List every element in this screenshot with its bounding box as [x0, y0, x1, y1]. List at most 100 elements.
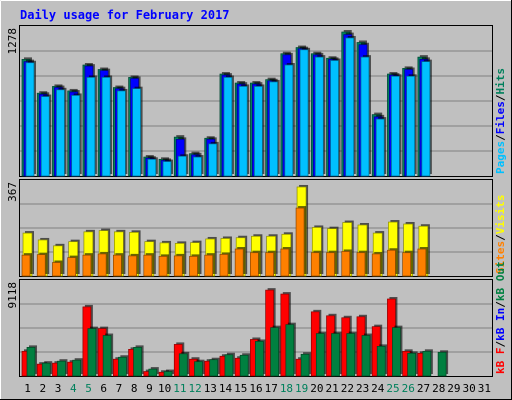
- legend-entry: Files: [494, 101, 507, 134]
- bar-kb-out: [26, 347, 36, 377]
- bar-kb-out: [361, 335, 371, 377]
- panel-border-kbf-kbin-kbout: [19, 279, 493, 377]
- bar-kb-out: [178, 353, 188, 377]
- x-tick-label: 11: [173, 382, 186, 395]
- bar-sites: [326, 252, 335, 277]
- bar-sites: [295, 207, 305, 277]
- bar-pages: [71, 95, 81, 177]
- legend-entry: kB F: [494, 348, 507, 375]
- x-tick-label: 1: [24, 382, 31, 395]
- x-tick-label: 17: [265, 382, 278, 395]
- bar-kb-out: [300, 353, 310, 377]
- x-tick-label: 10: [158, 382, 171, 395]
- bar-pages: [314, 56, 324, 177]
- bar-sites: [417, 248, 427, 277]
- x-tick-label: 31: [478, 382, 491, 395]
- x-tick-label: 19: [295, 382, 308, 395]
- bar-pages: [208, 143, 218, 177]
- bar-pages: [177, 155, 187, 177]
- bar-kb-out: [194, 361, 203, 377]
- x-tick-label: 25: [386, 382, 399, 395]
- x-tick-label: 18: [280, 382, 293, 395]
- bar-kb-out: [392, 327, 401, 377]
- legend-entry: /: [494, 94, 507, 101]
- x-tick-label: 8: [131, 382, 138, 395]
- bar-sites: [280, 248, 290, 277]
- bar-pages: [223, 77, 233, 177]
- bar-sites: [250, 252, 259, 277]
- bar-kb-out: [224, 354, 234, 377]
- bar-kb-out: [57, 360, 66, 377]
- bar-kb-out: [41, 362, 51, 377]
- legend-entry: Visits: [494, 195, 507, 235]
- bar-pages: [117, 90, 126, 177]
- y-max-label: 1278: [6, 28, 19, 55]
- bar-pages: [406, 75, 415, 177]
- bar-sites: [356, 252, 366, 277]
- x-tick-label: 27: [417, 382, 430, 395]
- x-tick-label: 24: [371, 382, 385, 395]
- legend-entry: kB Out: [494, 261, 507, 301]
- legend-entry: Hits: [494, 68, 507, 95]
- bar-sites: [265, 252, 274, 277]
- bar-pages: [162, 161, 172, 177]
- bar-sites: [36, 254, 46, 277]
- bar-pages: [132, 88, 141, 177]
- x-tick-label: 28: [432, 382, 445, 395]
- legend-entry: /: [494, 234, 507, 241]
- bar-pages: [193, 156, 202, 177]
- bar-kb-out: [285, 324, 295, 377]
- bar-kb-out: [376, 346, 386, 377]
- bar-pages: [86, 77, 96, 177]
- bar-sites: [82, 254, 92, 277]
- x-tick-label: 29: [447, 382, 460, 395]
- page-title: Daily usage for February 2017: [20, 8, 230, 22]
- bar-kb-out: [331, 333, 340, 377]
- x-tick-label: 3: [55, 382, 62, 395]
- bar-pages: [40, 96, 50, 177]
- y-max-label: 9118: [6, 282, 19, 309]
- bar-sites: [97, 253, 107, 277]
- legend-entry: kB In: [494, 308, 507, 341]
- bar-sites: [204, 254, 214, 277]
- bar-kb-out: [72, 359, 82, 377]
- x-tick-label: 13: [204, 382, 217, 395]
- bar-kb-out: [102, 335, 112, 377]
- x-tick-label: 22: [341, 382, 354, 395]
- bar-sites: [173, 255, 183, 277]
- legend-entry: Sites: [494, 241, 507, 274]
- bar-kb-out: [209, 359, 219, 377]
- x-tick-label: 23: [356, 382, 369, 395]
- x-tick-label: 21: [326, 382, 339, 395]
- bar-sites: [143, 254, 153, 277]
- bar-pages: [101, 77, 111, 177]
- bar-kb-out: [148, 368, 158, 377]
- bar-kb-out: [87, 328, 97, 377]
- bar-pages: [345, 37, 355, 177]
- y-max-label: 367: [6, 182, 19, 202]
- legend-entry: /: [494, 301, 507, 308]
- legend-hits-files-pages: Pages/Files/Hits: [494, 68, 507, 174]
- bar-pages: [299, 49, 309, 177]
- bar-sites: [128, 255, 137, 277]
- bar-kb-out: [118, 356, 127, 377]
- legend-entry: Pages: [494, 141, 507, 174]
- x-tick-label: 9: [146, 382, 153, 395]
- bar-sites: [371, 253, 381, 277]
- bar-sites: [310, 252, 320, 277]
- x-tick-label: 16: [249, 382, 262, 395]
- x-tick-label: 7: [116, 382, 123, 395]
- bar-pages: [147, 158, 157, 177]
- bar-kb-out: [437, 351, 447, 377]
- bar-sites: [158, 256, 168, 277]
- bar-pages: [254, 86, 263, 177]
- bar-kb-out: [239, 354, 249, 377]
- bar-sites: [21, 254, 31, 277]
- bar-kb-out: [346, 333, 356, 377]
- bar-sites: [402, 252, 411, 277]
- bar-kb-out: [422, 350, 432, 377]
- bar-sites: [234, 248, 244, 277]
- x-tick-label: 5: [85, 382, 92, 395]
